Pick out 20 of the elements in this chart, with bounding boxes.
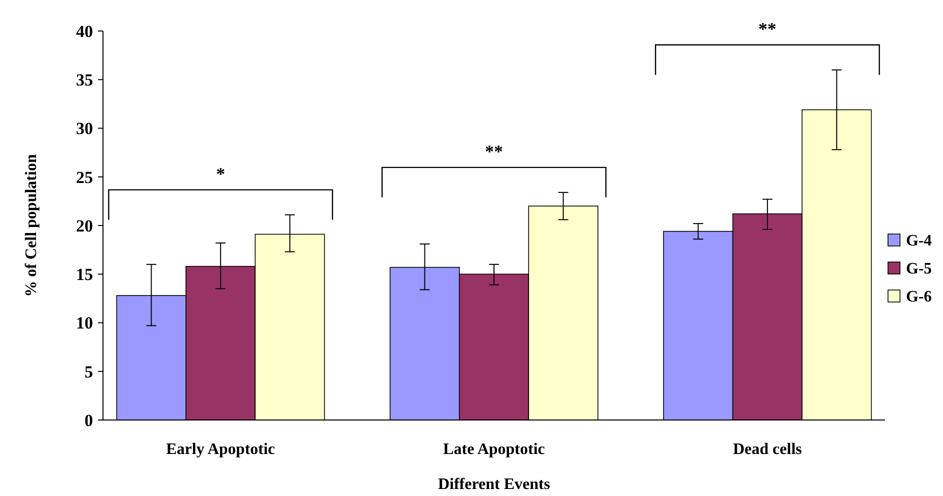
x-tick-label: Dead cells	[732, 441, 802, 458]
y-tick-label: 20	[76, 216, 93, 236]
legend-label: G-5	[906, 260, 932, 278]
y-tick-label: 40	[76, 22, 93, 41]
x-tick-label: Early Apoptotic	[166, 441, 276, 458]
y-tick-label: 0	[84, 410, 93, 430]
y-tick-label: 30	[76, 119, 93, 138]
x-axis-title: Different Events	[438, 476, 550, 493]
legend-label: G-6	[906, 288, 932, 306]
x-tick-label: Late Apoptotic	[443, 441, 545, 458]
y-tick-label: 10	[76, 314, 93, 333]
y-tick-label: 5	[84, 362, 93, 382]
y-tick-label: 35	[76, 70, 93, 90]
y-axis-title: % of Cell population	[23, 154, 40, 297]
legend-label: G-4	[906, 232, 932, 250]
y-tick-label: 25	[76, 168, 93, 187]
annotation: **	[485, 141, 503, 162]
annotation: *	[216, 164, 226, 184]
annotation: **	[758, 18, 776, 39]
y-tick-label: 15	[76, 265, 93, 284]
